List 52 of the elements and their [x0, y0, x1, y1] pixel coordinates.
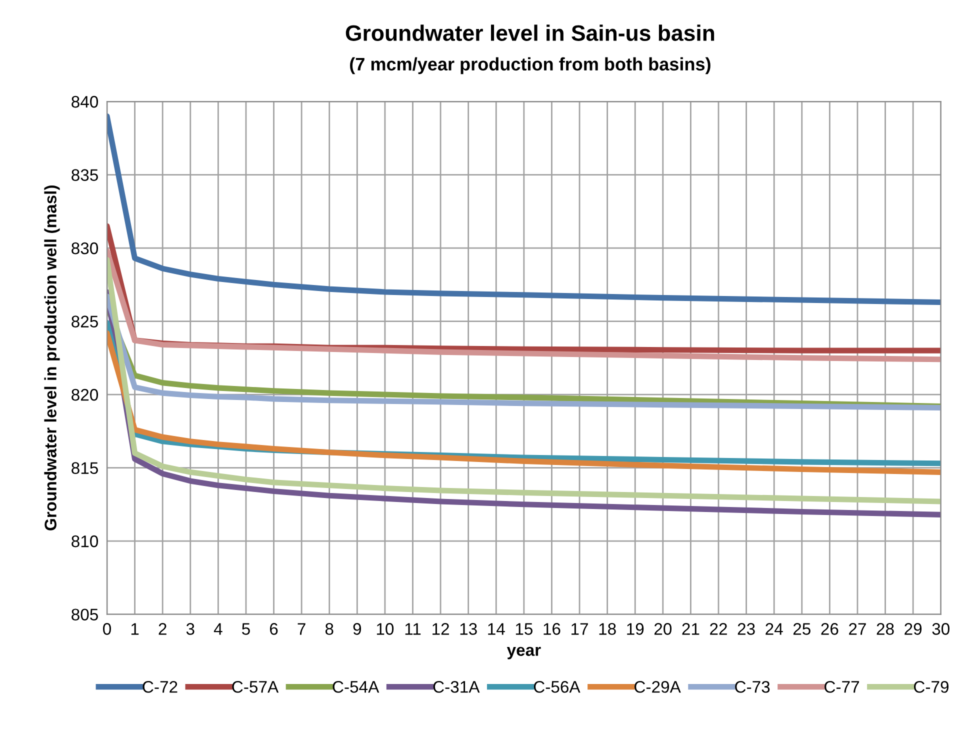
x-tick-label: 4: [214, 623, 222, 635]
x-tick-label: 9: [353, 623, 362, 635]
x-axis-title: year: [506, 646, 541, 660]
x-tick-label: 30: [932, 623, 950, 635]
x-tick-label: 24: [766, 623, 783, 635]
y-tick-label: 830: [72, 242, 98, 254]
legend-label: C-77: [824, 681, 859, 693]
x-tick-label: 5: [242, 623, 250, 635]
x-tick-label: 1: [131, 623, 139, 635]
x-tick-label: 2: [158, 623, 166, 635]
y-axis-title: Groundwater level in production well (masl): [44, 186, 60, 530]
x-tick-label: 21: [682, 623, 700, 635]
x-tick-label: 16: [544, 623, 560, 635]
chart-title: Groundwater level in Sain-us basin: [346, 24, 714, 41]
legend-label: C-54A: [332, 681, 380, 693]
chart-subtitle: (7 mcm/year production from both basins): [350, 57, 710, 74]
y-tick-label: 820: [72, 388, 98, 401]
x-tick-label: 22: [710, 623, 727, 635]
y-tick-label: 825: [72, 316, 98, 328]
y-tick-label: 810: [72, 535, 98, 548]
x-tick-label: 20: [654, 623, 672, 635]
x-tick-label: 15: [516, 623, 533, 635]
legend-label: C-57A: [232, 681, 279, 693]
y-tick-label: 840: [72, 96, 98, 108]
x-tick-label: 7: [298, 623, 306, 635]
y-tick-label: 835: [72, 169, 98, 181]
x-tick-label: 26: [821, 623, 838, 635]
y-tick-label: 805: [72, 608, 98, 620]
x-tick-label: 12: [432, 623, 449, 635]
x-tick-label: 25: [793, 623, 810, 635]
x-tick-label: 8: [325, 623, 334, 635]
x-tick-label: 27: [849, 623, 866, 635]
legend-label: C-72: [142, 681, 178, 693]
x-tick-label: 13: [460, 623, 477, 635]
x-tick-label: 18: [599, 623, 616, 635]
legend-label: C-79: [914, 681, 948, 693]
legend-label: C-31A: [433, 681, 480, 693]
x-tick-label: 23: [738, 623, 755, 635]
x-tick-label: 14: [488, 623, 505, 635]
y-tick-label: 815: [72, 462, 98, 474]
legend-label: C-29A: [634, 681, 681, 693]
x-tick-label: 6: [270, 623, 278, 635]
x-tick-label: 3: [186, 623, 194, 635]
x-tick-label: 17: [572, 623, 588, 635]
x-tick-label: 19: [627, 623, 644, 635]
legend-label: C-73: [735, 681, 770, 693]
x-tick-label: 10: [376, 623, 394, 635]
x-tick-label: 11: [405, 623, 421, 635]
x-tick-label: 29: [904, 623, 922, 635]
legend-label: C-56A: [534, 681, 580, 693]
x-tick-label: 0: [103, 623, 111, 635]
x-tick-label: 28: [876, 623, 894, 635]
